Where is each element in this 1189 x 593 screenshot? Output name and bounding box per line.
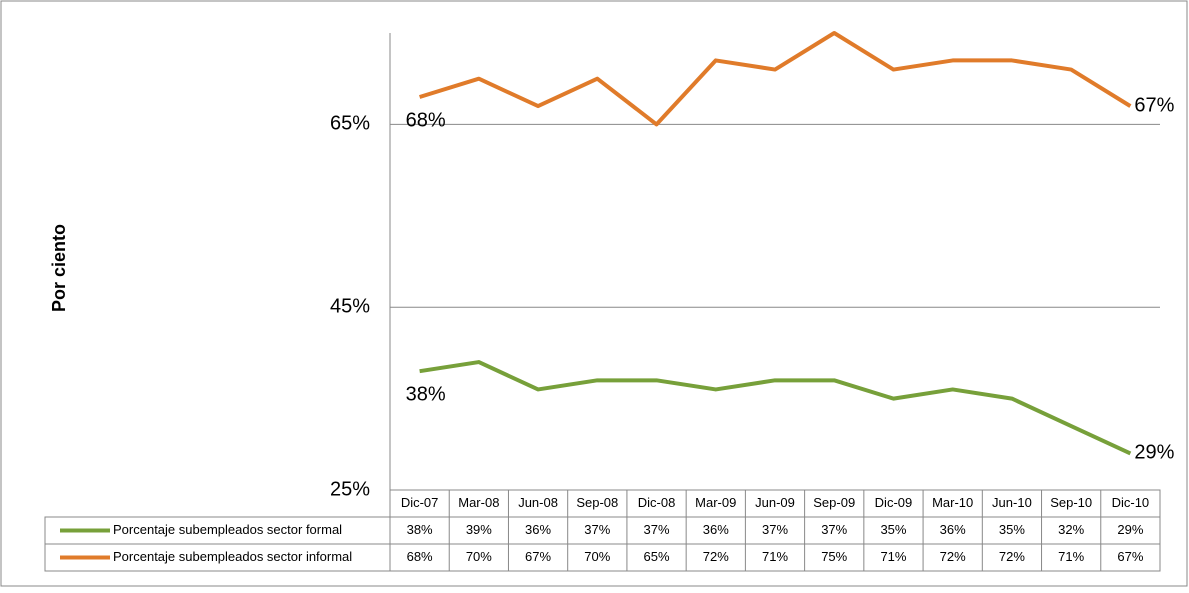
table-cell: 75% bbox=[821, 549, 847, 564]
y-tick-label: 25% bbox=[330, 478, 370, 500]
x-tick-label: Jun-10 bbox=[992, 495, 1032, 510]
x-tick-label: Dic-07 bbox=[401, 495, 439, 510]
table-cell: 70% bbox=[584, 549, 610, 564]
table-cell: 36% bbox=[703, 522, 729, 537]
y-tick-label: 45% bbox=[330, 295, 370, 317]
table-cell: 38% bbox=[407, 522, 433, 537]
x-tick-label: Sep-10 bbox=[1050, 495, 1092, 510]
table-cell: 37% bbox=[762, 522, 788, 537]
table-cell: 72% bbox=[940, 549, 966, 564]
table-cell: 35% bbox=[999, 522, 1025, 537]
table-cell: 37% bbox=[644, 522, 670, 537]
table-cell: 71% bbox=[880, 549, 906, 564]
x-tick-label: Jun-08 bbox=[518, 495, 558, 510]
x-tick-label: Mar-09 bbox=[695, 495, 736, 510]
x-tick-label: Sep-09 bbox=[813, 495, 855, 510]
x-tick-label: Dic-09 bbox=[875, 495, 913, 510]
x-tick-label: Dic-10 bbox=[1112, 495, 1150, 510]
series-line bbox=[419, 360, 1132, 456]
table-cell: 32% bbox=[1058, 522, 1084, 537]
table-cell: 36% bbox=[940, 522, 966, 537]
data-label: 67% bbox=[1134, 94, 1174, 116]
table-cell: 70% bbox=[466, 549, 492, 564]
x-tick-label: Mar-08 bbox=[458, 495, 499, 510]
table-cell: 72% bbox=[999, 549, 1025, 564]
x-tick-label: Jun-09 bbox=[755, 495, 795, 510]
data-label: 68% bbox=[406, 109, 446, 131]
table-cell: 71% bbox=[1058, 549, 1084, 564]
x-tick-label: Dic-08 bbox=[638, 495, 676, 510]
x-tick-label: Mar-10 bbox=[932, 495, 973, 510]
table-cell: 39% bbox=[466, 522, 492, 537]
legend-label: Porcentaje subempleados sector formal bbox=[113, 522, 342, 537]
table-cell: 71% bbox=[762, 549, 788, 564]
table-cell: 37% bbox=[821, 522, 847, 537]
table-cell: 36% bbox=[525, 522, 551, 537]
table-cell: 67% bbox=[1117, 549, 1143, 564]
legend-label: Porcentaje subempleados sector informal bbox=[113, 549, 352, 564]
y-tick-label: 65% bbox=[330, 113, 370, 135]
table-cell: 67% bbox=[525, 549, 551, 564]
x-tick-label: Sep-08 bbox=[576, 495, 618, 510]
table-cell: 72% bbox=[703, 549, 729, 564]
data-label: 38% bbox=[406, 383, 446, 405]
y-axis-title: Por ciento bbox=[49, 224, 69, 312]
data-label: 29% bbox=[1134, 442, 1174, 464]
series-line bbox=[419, 31, 1132, 127]
table-cell: 37% bbox=[584, 522, 610, 537]
table-cell: 35% bbox=[880, 522, 906, 537]
table-cell: 68% bbox=[407, 549, 433, 564]
table-cell: 65% bbox=[644, 549, 670, 564]
table-cell: 29% bbox=[1117, 522, 1143, 537]
